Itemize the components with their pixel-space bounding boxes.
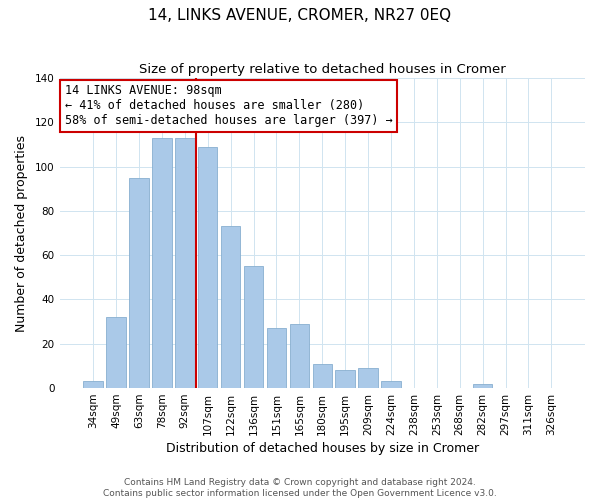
Bar [313, 364, 332, 388]
Bar [244, 266, 263, 388]
Bar [290, 324, 309, 388]
Bar [473, 384, 493, 388]
Bar [221, 226, 241, 388]
Bar [335, 370, 355, 388]
Bar [106, 317, 126, 388]
Title: Size of property relative to detached houses in Cromer: Size of property relative to detached ho… [139, 62, 506, 76]
Bar [381, 382, 401, 388]
Bar [267, 328, 286, 388]
Y-axis label: Number of detached properties: Number of detached properties [15, 134, 28, 332]
Bar [175, 138, 194, 388]
Text: 14, LINKS AVENUE, CROMER, NR27 0EQ: 14, LINKS AVENUE, CROMER, NR27 0EQ [148, 8, 452, 22]
Text: Contains HM Land Registry data © Crown copyright and database right 2024.
Contai: Contains HM Land Registry data © Crown c… [103, 478, 497, 498]
Text: 14 LINKS AVENUE: 98sqm
← 41% of detached houses are smaller (280)
58% of semi-de: 14 LINKS AVENUE: 98sqm ← 41% of detached… [65, 84, 392, 128]
Bar [358, 368, 378, 388]
Bar [129, 178, 149, 388]
Bar [198, 146, 217, 388]
Bar [152, 138, 172, 388]
X-axis label: Distribution of detached houses by size in Cromer: Distribution of detached houses by size … [166, 442, 479, 455]
Bar [83, 382, 103, 388]
